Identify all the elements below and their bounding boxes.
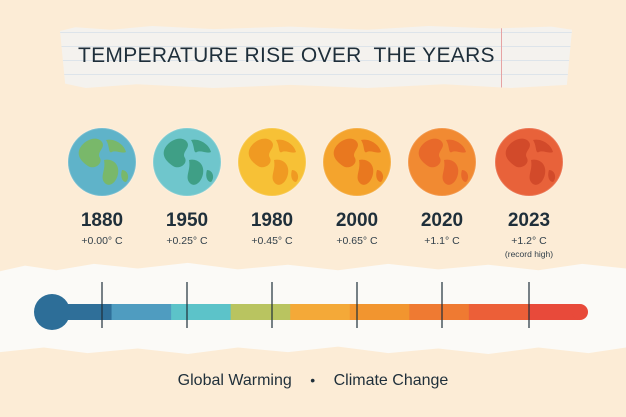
milestone-temperature-delta: +1.2° C — [511, 235, 547, 247]
scale-segment — [349, 304, 410, 320]
milestone-year: 2000 — [335, 210, 379, 231]
milestone-temperature-delta: +0.25° C — [166, 235, 208, 247]
milestone-1880: 1880 +0.00° C — [57, 120, 147, 247]
scale-segment — [528, 304, 580, 320]
milestone-1980: 1980 +0.45° C — [227, 120, 317, 247]
milestone-2020: 2020 +1.1° C — [397, 120, 487, 247]
globe-icon — [152, 127, 222, 197]
scale-segment — [468, 304, 529, 320]
milestone-temperature-delta: +0.65° C — [336, 235, 378, 247]
scale-segment — [111, 304, 172, 320]
thermometer-scale — [34, 282, 588, 330]
scale-segment — [230, 304, 291, 320]
milestone-2000: 2000 +0.65° C — [312, 120, 402, 247]
footer-left-label: Global Warming — [177, 372, 292, 389]
milestone-note: (record high) — [504, 249, 554, 259]
scale-segment — [290, 304, 351, 320]
milestone-year: 1950 — [165, 210, 209, 231]
page-title: TEMPERATURE RISE OVER THE YEARS — [78, 44, 495, 67]
footer-separator: • — [310, 372, 316, 388]
globe-row: 1880 +0.00° C 1950 +0.25° C 1980 +0.45° C 2000… — [0, 120, 626, 270]
milestone-temperature-delta: +1.1° C — [424, 235, 460, 247]
thermometer-bulb — [34, 294, 70, 330]
globe-icon — [494, 127, 564, 197]
scale-segment — [409, 304, 470, 320]
milestone-2023: 2023 +1.2° C (record high) — [484, 120, 574, 259]
milestone-year: 2023 — [507, 210, 551, 231]
globe-icon — [322, 127, 392, 197]
scale-segment — [171, 304, 232, 320]
footer: Global Warming • Climate Change — [0, 372, 626, 390]
scale-end-cap — [572, 304, 588, 320]
milestone-temperature-delta: +0.45° C — [251, 235, 293, 247]
milestone-temperature-delta: +0.00° C — [81, 235, 123, 247]
milestone-year: 2020 — [420, 210, 464, 231]
title-paper — [60, 26, 572, 88]
milestone-1950: 1950 +0.25° C — [142, 120, 232, 247]
globe-icon — [67, 127, 137, 197]
globe-icon — [407, 127, 477, 197]
footer-right-label: Climate Change — [333, 372, 449, 389]
milestone-year: 1980 — [250, 210, 294, 231]
globe-icon — [237, 127, 307, 197]
milestone-year: 1880 — [80, 210, 124, 231]
